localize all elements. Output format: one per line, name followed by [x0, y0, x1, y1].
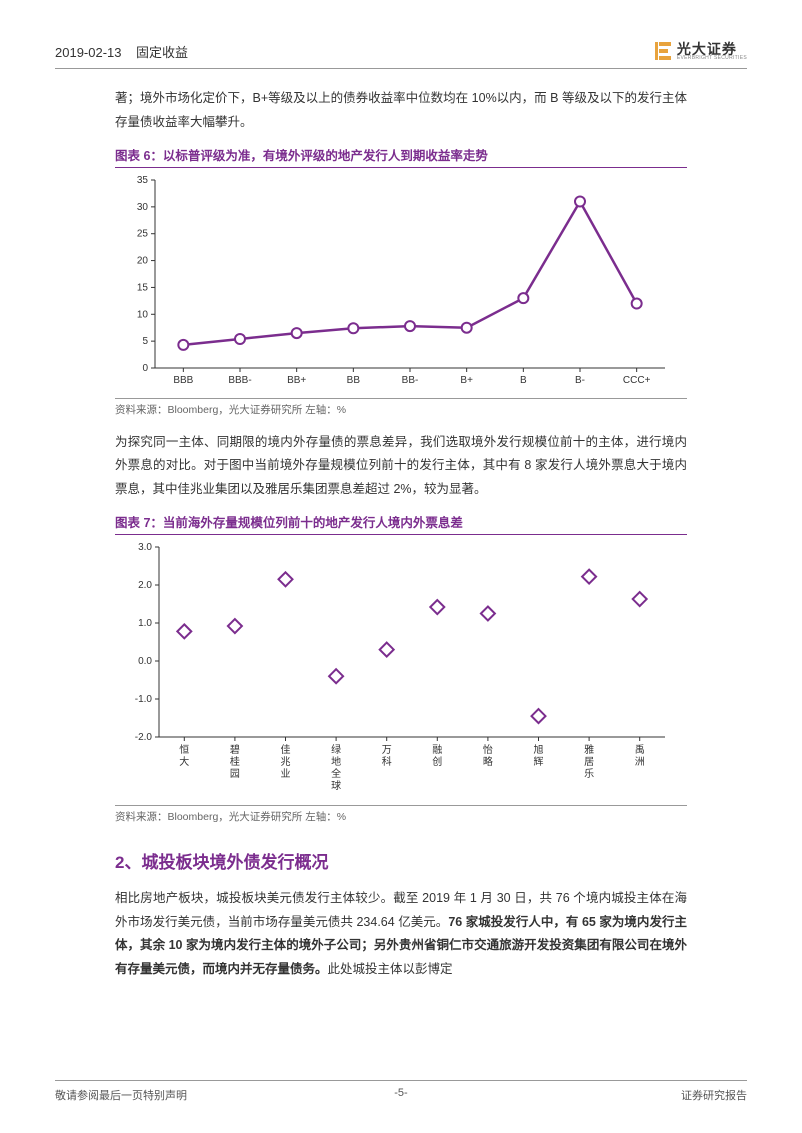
svg-text:辉: 辉 [534, 756, 544, 768]
svg-text:桂: 桂 [230, 755, 240, 768]
svg-text:30: 30 [137, 201, 149, 212]
section2-paragraph: 相比房地产板块，城投板块美元债发行主体较少。截至 2019 年 1 月 30 日… [115, 887, 687, 982]
svg-text:-1.0: -1.0 [135, 694, 153, 705]
svg-text:5: 5 [142, 336, 148, 347]
page-footer: 敬请参阅最后一页特别声明 -5- 证券研究报告 [55, 1080, 747, 1103]
footer-right: 证券研究报告 [681, 1087, 747, 1103]
svg-text:35: 35 [137, 175, 149, 186]
svg-text:0.0: 0.0 [138, 656, 152, 667]
svg-text:25: 25 [137, 228, 149, 239]
svg-text:0: 0 [142, 363, 148, 374]
svg-text:3.0: 3.0 [138, 542, 152, 553]
svg-text:10: 10 [137, 309, 149, 320]
header-date: 2019-02-13 [55, 45, 122, 60]
logo-text-en: EVERBRIGHT SECURITIES [677, 56, 747, 61]
mid-paragraph: 为探究同一主体、同期限的境内外存量债的票息差异，我们选取境外发行规模位前十的主体… [115, 431, 687, 502]
svg-text:1.0: 1.0 [138, 618, 152, 629]
svg-text:球: 球 [331, 779, 341, 792]
svg-text:略: 略 [483, 755, 493, 768]
svg-text:地: 地 [331, 755, 341, 768]
svg-text:-2.0: -2.0 [135, 732, 153, 743]
svg-text:大: 大 [179, 755, 189, 768]
svg-text:B: B [520, 375, 527, 386]
svg-text:乐: 乐 [584, 768, 594, 780]
chart7-source: 资料来源：Bloomberg，光大证券研究所 左轴：% [115, 805, 687, 824]
svg-text:BB-: BB- [402, 375, 419, 386]
svg-text:20: 20 [137, 255, 149, 266]
chart7-title: 图表 7：当前海外存量规模位列前十的地产发行人境内外票息差 [115, 512, 687, 535]
svg-text:15: 15 [137, 282, 149, 293]
svg-text:业: 业 [281, 768, 291, 780]
chart6-source: 资料来源：Bloomberg，光大证券研究所 左轴：% [115, 398, 687, 417]
svg-text:CCC+: CCC+ [623, 375, 651, 386]
svg-text:旭: 旭 [534, 744, 544, 756]
svg-text:雅: 雅 [584, 743, 594, 756]
intro-paragraph: 著；境外市场化定价下，B+等级及以上的债券收益率中位数均在 10%以内，而 B … [115, 87, 687, 135]
svg-text:BBB-: BBB- [228, 375, 251, 386]
svg-text:碧: 碧 [230, 744, 240, 756]
svg-text:2.0: 2.0 [138, 580, 152, 591]
svg-text:BB+: BB+ [287, 375, 306, 386]
svg-text:居: 居 [584, 756, 594, 768]
page-header: 2019-02-13 固定收益 光大证券 EVERBRIGHT SECURITI… [55, 40, 747, 69]
footer-left: 敬请参阅最后一页特别声明 [55, 1087, 187, 1103]
svg-text:洲: 洲 [635, 756, 645, 768]
svg-text:融: 融 [432, 744, 442, 756]
svg-text:万: 万 [382, 745, 392, 756]
logo: 光大证券 EVERBRIGHT SECURITIES [655, 40, 747, 62]
svg-text:科: 科 [382, 755, 392, 768]
svg-text:佳: 佳 [281, 743, 291, 756]
svg-text:创: 创 [432, 755, 442, 768]
main-content: 著；境外市场化定价下，B+等级及以上的债券收益率中位数均在 10%以内，而 B … [55, 87, 747, 982]
svg-text:全: 全 [331, 767, 341, 780]
chart7: -2.0 -1.0 0.0 1.0 2.0 3.0 恒大 碧桂园 佳兆业 绿地全球 万科 融创 怡略 旭辉… [115, 539, 687, 799]
logo-text-cn: 光大证券 [677, 42, 747, 56]
svg-text:BBB: BBB [173, 375, 193, 386]
svg-text:兆: 兆 [281, 756, 291, 768]
section2-title: 2、城投板块境外债发行概况 [115, 848, 687, 873]
svg-text:BB: BB [347, 375, 361, 386]
header-category: 固定收益 [136, 45, 188, 60]
svg-text:绿: 绿 [331, 743, 341, 756]
chart6: 05101520253035BBBBBB-BB+BBBB-B+BB-CCC+ [115, 172, 687, 392]
svg-text:禹: 禹 [635, 743, 645, 756]
chart6-title: 图表 6：以标普评级为准，有境外评级的地产发行人到期收益率走势 [115, 145, 687, 168]
svg-text:B-: B- [575, 375, 585, 386]
svg-text:园: 园 [230, 768, 240, 780]
logo-icon [655, 40, 673, 62]
svg-text:B+: B+ [460, 375, 473, 386]
footer-page-number: -5- [394, 1087, 407, 1099]
svg-text:怡: 怡 [483, 743, 493, 756]
header-meta: 2019-02-13 固定收益 [55, 42, 188, 61]
svg-text:恒: 恒 [179, 743, 189, 756]
